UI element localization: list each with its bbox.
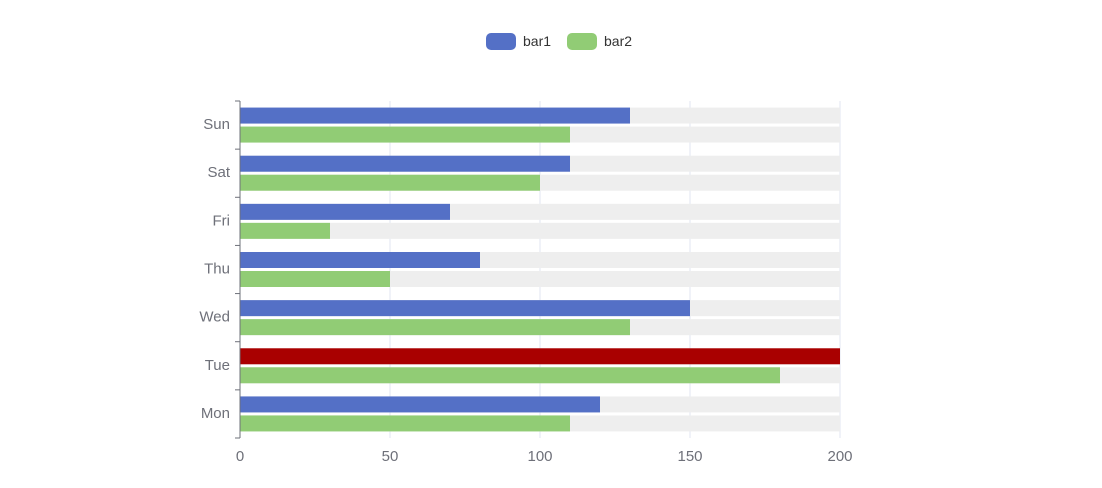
bar-bar2-mon[interactable]: [240, 415, 570, 432]
bar-bar2-fri[interactable]: [240, 222, 330, 239]
bar-bar2-wed[interactable]: [240, 319, 630, 336]
y-tick-label: Thu: [204, 260, 230, 277]
y-tick-label: Mon: [201, 405, 230, 422]
y-tick-label: Fri: [213, 212, 231, 229]
bar-bar1-fri[interactable]: [240, 203, 450, 220]
bar-bar1-wed[interactable]: [240, 300, 690, 317]
bar-bar1-tue[interactable]: [240, 348, 840, 365]
bar-bar1-sun[interactable]: [240, 107, 630, 124]
y-tick-label: Wed: [199, 309, 230, 326]
bar-bar2-tue[interactable]: [240, 367, 780, 384]
x-axis: 0 50 100 150 200: [236, 448, 853, 465]
bar-bar2-sat[interactable]: [240, 174, 540, 191]
bar-bar2-sun[interactable]: [240, 126, 570, 143]
y-tick-label: Sat: [207, 164, 230, 181]
y-axis: Mon Tue Wed Thu Fri Sat Sun: [199, 100, 241, 439]
x-tick-label: 150: [677, 448, 702, 465]
legend-label: bar2: [604, 33, 632, 49]
y-tick-label: Sun: [203, 116, 230, 133]
legend-swatch: [567, 33, 597, 50]
x-tick-label: 50: [382, 448, 399, 465]
data-bars: [240, 107, 840, 432]
bar-bar2-thu[interactable]: [240, 271, 390, 287]
legend-item-bar1[interactable]: bar1: [486, 33, 551, 50]
y-tick-label: Tue: [205, 357, 230, 374]
x-tick-label: 200: [827, 448, 852, 465]
x-tick-label: 0: [236, 448, 244, 465]
legend-swatch: [486, 33, 516, 50]
legend[interactable]: bar1 bar2: [486, 33, 632, 50]
bar-bar1-mon[interactable]: [240, 396, 600, 413]
x-tick-label: 100: [527, 448, 552, 465]
legend-item-bar2[interactable]: bar2: [567, 33, 632, 50]
legend-label: bar1: [523, 33, 551, 49]
background-bar: [240, 222, 840, 239]
grid-lines: [389, 101, 841, 438]
bar-bar1-sat[interactable]: [240, 155, 570, 172]
bar-bar1-thu[interactable]: [240, 252, 480, 268]
